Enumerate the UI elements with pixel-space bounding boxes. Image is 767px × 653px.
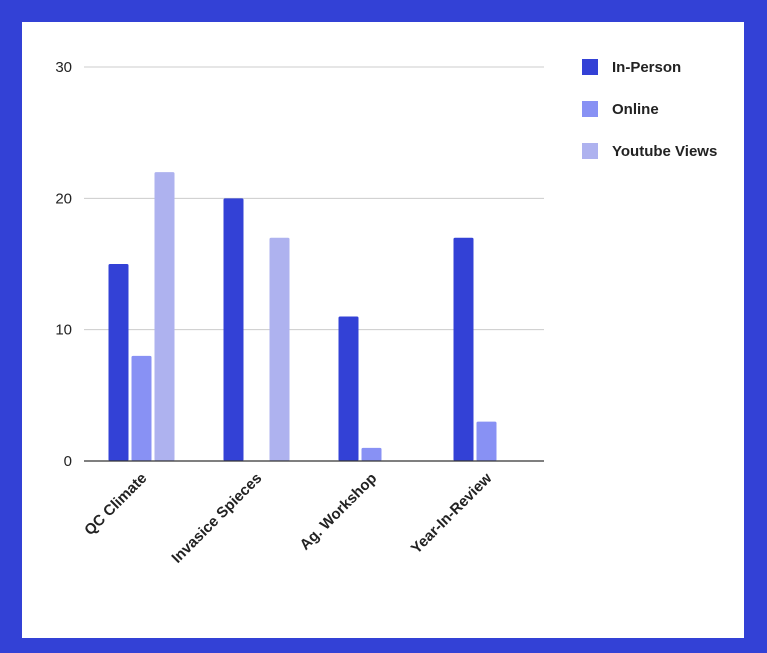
bar-in-person [338,316,359,461]
legend-label: In-Person [612,59,681,76]
legend-swatch [582,101,598,117]
x-category-label: Invasice Spieces [168,470,265,567]
gridlines [84,66,544,331]
bars [108,172,497,462]
chart: 0 10 20 30 QC Climate Invasice Spieces Ag. Wo… [55,59,717,567]
legend-swatch [582,143,598,159]
y-tick-label: 0 [64,453,72,470]
bar-in-person [108,264,129,461]
x-category-label: Year-In-Review [408,470,496,558]
bar-in-person [453,237,474,461]
x-axis-categories: QC Climate Invasice Spieces Ag. Workshop Ye… [81,470,495,567]
legend-label: Youtube Views [612,143,717,160]
x-category-label: QC Climate [81,470,150,539]
bar-online [476,421,497,461]
legend: In-Person Online Youtube Views [582,59,717,160]
y-tick-label: 10 [55,322,72,339]
bar-online [361,447,382,461]
bar-online [131,355,152,461]
y-tick-label: 20 [55,190,72,207]
bar-in-person [223,198,244,462]
legend-label: Online [612,101,659,118]
bar-youtube-views [154,172,175,462]
y-tick-label: 30 [55,59,72,76]
bar-youtube-views [269,237,290,461]
chart-panel: 0 10 20 30 QC Climate Invasice Spieces Ag. Wo… [22,22,744,638]
legend-swatch [582,59,598,75]
y-axis-ticks: 0 10 20 30 [55,59,72,470]
x-category-label: Ag. Workshop [297,470,381,554]
